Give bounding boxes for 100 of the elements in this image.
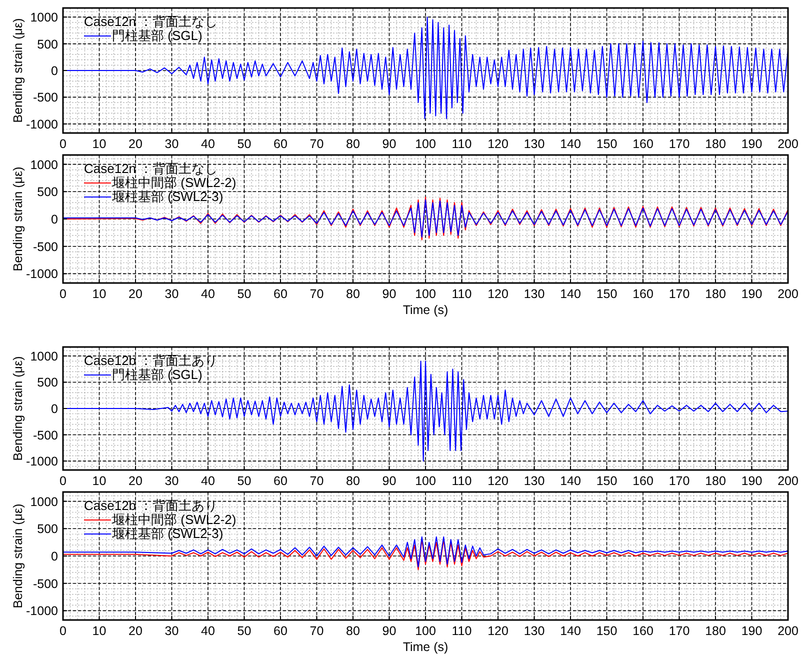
x-tick-label: 60 — [274, 137, 288, 151]
y-tick-label: -1000 — [26, 454, 58, 469]
x-tick-label: 90 — [382, 137, 396, 151]
x-tick-label: 80 — [346, 474, 360, 488]
y-tick-label: -500 — [32, 90, 58, 105]
y-tick-label: 0 — [51, 64, 58, 78]
y-tick-label: 1000 — [30, 349, 58, 364]
x-tick-label: 180 — [705, 474, 726, 488]
x-tick-label: 100 — [415, 287, 436, 301]
y-tick-label: 0 — [51, 402, 58, 416]
x-tick-label: 170 — [668, 474, 690, 488]
y-tick-label: 0 — [51, 212, 58, 226]
legend-title: Case12n ：背面土なし — [84, 161, 218, 176]
x-tick-label: 20 — [128, 474, 142, 488]
x-tick-label: 140 — [560, 287, 581, 301]
y-tick-label: -1000 — [26, 267, 58, 282]
x-tick-label: 20 — [128, 624, 142, 638]
x-tick-label: 70 — [310, 287, 324, 301]
y-tick-label: 500 — [37, 522, 58, 536]
x-tick-label: 150 — [596, 474, 618, 488]
x-tick-label: 150 — [596, 137, 618, 151]
x-tick-label: 200 — [778, 137, 798, 151]
x-tick-label: 90 — [382, 474, 396, 488]
x-tick-label: 110 — [452, 624, 472, 638]
legend-label: 堰柱中間部 (SWL2-2) — [111, 512, 236, 527]
x-axis-title: Time (s) — [402, 303, 448, 317]
x-tick-label: 50 — [237, 474, 252, 488]
x-tick-label: 100 — [415, 474, 436, 488]
x-tick-label: 180 — [705, 624, 726, 638]
x-tick-label: 130 — [524, 287, 545, 301]
x-tick-label: 40 — [201, 137, 215, 151]
x-tick-label: 80 — [346, 624, 360, 638]
y-tick-label: -500 — [32, 240, 58, 254]
y-tick-label: 0 — [51, 550, 58, 564]
x-tick-label: 150 — [596, 287, 618, 301]
x-tick-label: 10 — [92, 474, 106, 488]
x-tick-label: 60 — [274, 287, 288, 301]
legend: Case12n ：背面土なし 門柱基部 (SGL) — [84, 14, 218, 43]
y-axis-title: Bending strain (με) — [11, 18, 25, 123]
y-axis-title: Bending strain (με) — [11, 504, 25, 608]
x-tick-label: 110 — [452, 137, 472, 151]
x-tick-label: 20 — [128, 137, 142, 151]
x-tick-label: 190 — [741, 624, 762, 638]
legend-title: Case12b ：背面土あり — [84, 353, 218, 368]
x-tick-label: 160 — [632, 624, 654, 638]
x-tick-label: 130 — [524, 474, 545, 488]
y-tick-label: 500 — [37, 185, 58, 200]
x-tick-label: 150 — [596, 624, 618, 638]
y-tick-label: -1000 — [26, 117, 58, 132]
x-tick-label: 200 — [778, 287, 798, 301]
x-tick-label: 0 — [60, 624, 67, 638]
y-tick-label: -1000 — [26, 604, 58, 618]
x-tick-label: 110 — [452, 287, 472, 301]
x-tick-label: 100 — [415, 137, 436, 151]
x-tick-label: 120 — [488, 474, 508, 488]
x-tick-label: 80 — [346, 137, 360, 151]
x-tick-label: 50 — [237, 137, 252, 151]
x-tick-label: 170 — [668, 624, 690, 638]
y-tick-label: 500 — [37, 376, 58, 390]
x-tick-label: 40 — [201, 287, 215, 301]
x-tick-label: 170 — [668, 137, 690, 151]
x-tick-label: 30 — [164, 287, 179, 301]
x-tick-label: 190 — [741, 474, 762, 488]
legend-title: Case12b ：背面土あり — [84, 498, 218, 513]
y-tick-label: -500 — [32, 576, 58, 591]
x-tick-label: 140 — [560, 137, 581, 151]
x-tick-label: 160 — [632, 287, 654, 301]
x-tick-label: 60 — [274, 624, 288, 638]
y-tick-label: -500 — [32, 428, 58, 442]
x-tick-label: 120 — [488, 287, 508, 301]
x-tick-label: 70 — [310, 624, 324, 638]
x-tick-label: 0 — [60, 474, 67, 488]
x-tick-label: 30 — [164, 474, 179, 488]
x-tick-label: 30 — [164, 137, 179, 151]
x-tick-label: 40 — [201, 624, 215, 638]
x-tick-label: 120 — [488, 137, 508, 151]
y-tick-label: 1000 — [30, 158, 58, 172]
x-tick-label: 200 — [778, 474, 798, 488]
x-tick-label: 70 — [310, 137, 324, 151]
x-tick-label: 180 — [705, 287, 726, 301]
x-tick-label: 160 — [632, 474, 654, 488]
x-tick-label: 170 — [668, 287, 690, 301]
x-tick-label: 10 — [92, 287, 106, 301]
x-tick-label: 50 — [237, 287, 252, 301]
x-tick-label: 190 — [741, 137, 762, 151]
x-axis-title: Time (s) — [402, 640, 448, 654]
x-tick-label: 80 — [346, 287, 360, 301]
legend-title: Case12n ：背面土なし — [84, 14, 218, 29]
x-tick-label: 20 — [128, 287, 142, 301]
y-tick-label: 500 — [37, 37, 58, 52]
x-tick-label: 90 — [382, 287, 396, 301]
x-tick-label: 10 — [92, 624, 106, 638]
x-tick-label: 200 — [778, 624, 798, 638]
x-tick-label: 120 — [488, 624, 508, 638]
x-tick-label: 140 — [560, 624, 581, 638]
x-tick-label: 70 — [310, 474, 324, 488]
legend-label: 堰柱中間部 (SWL2-2) — [111, 175, 236, 190]
x-tick-label: 60 — [274, 474, 288, 488]
x-tick-label: 0 — [60, 137, 67, 151]
x-tick-label: 10 — [92, 137, 106, 151]
